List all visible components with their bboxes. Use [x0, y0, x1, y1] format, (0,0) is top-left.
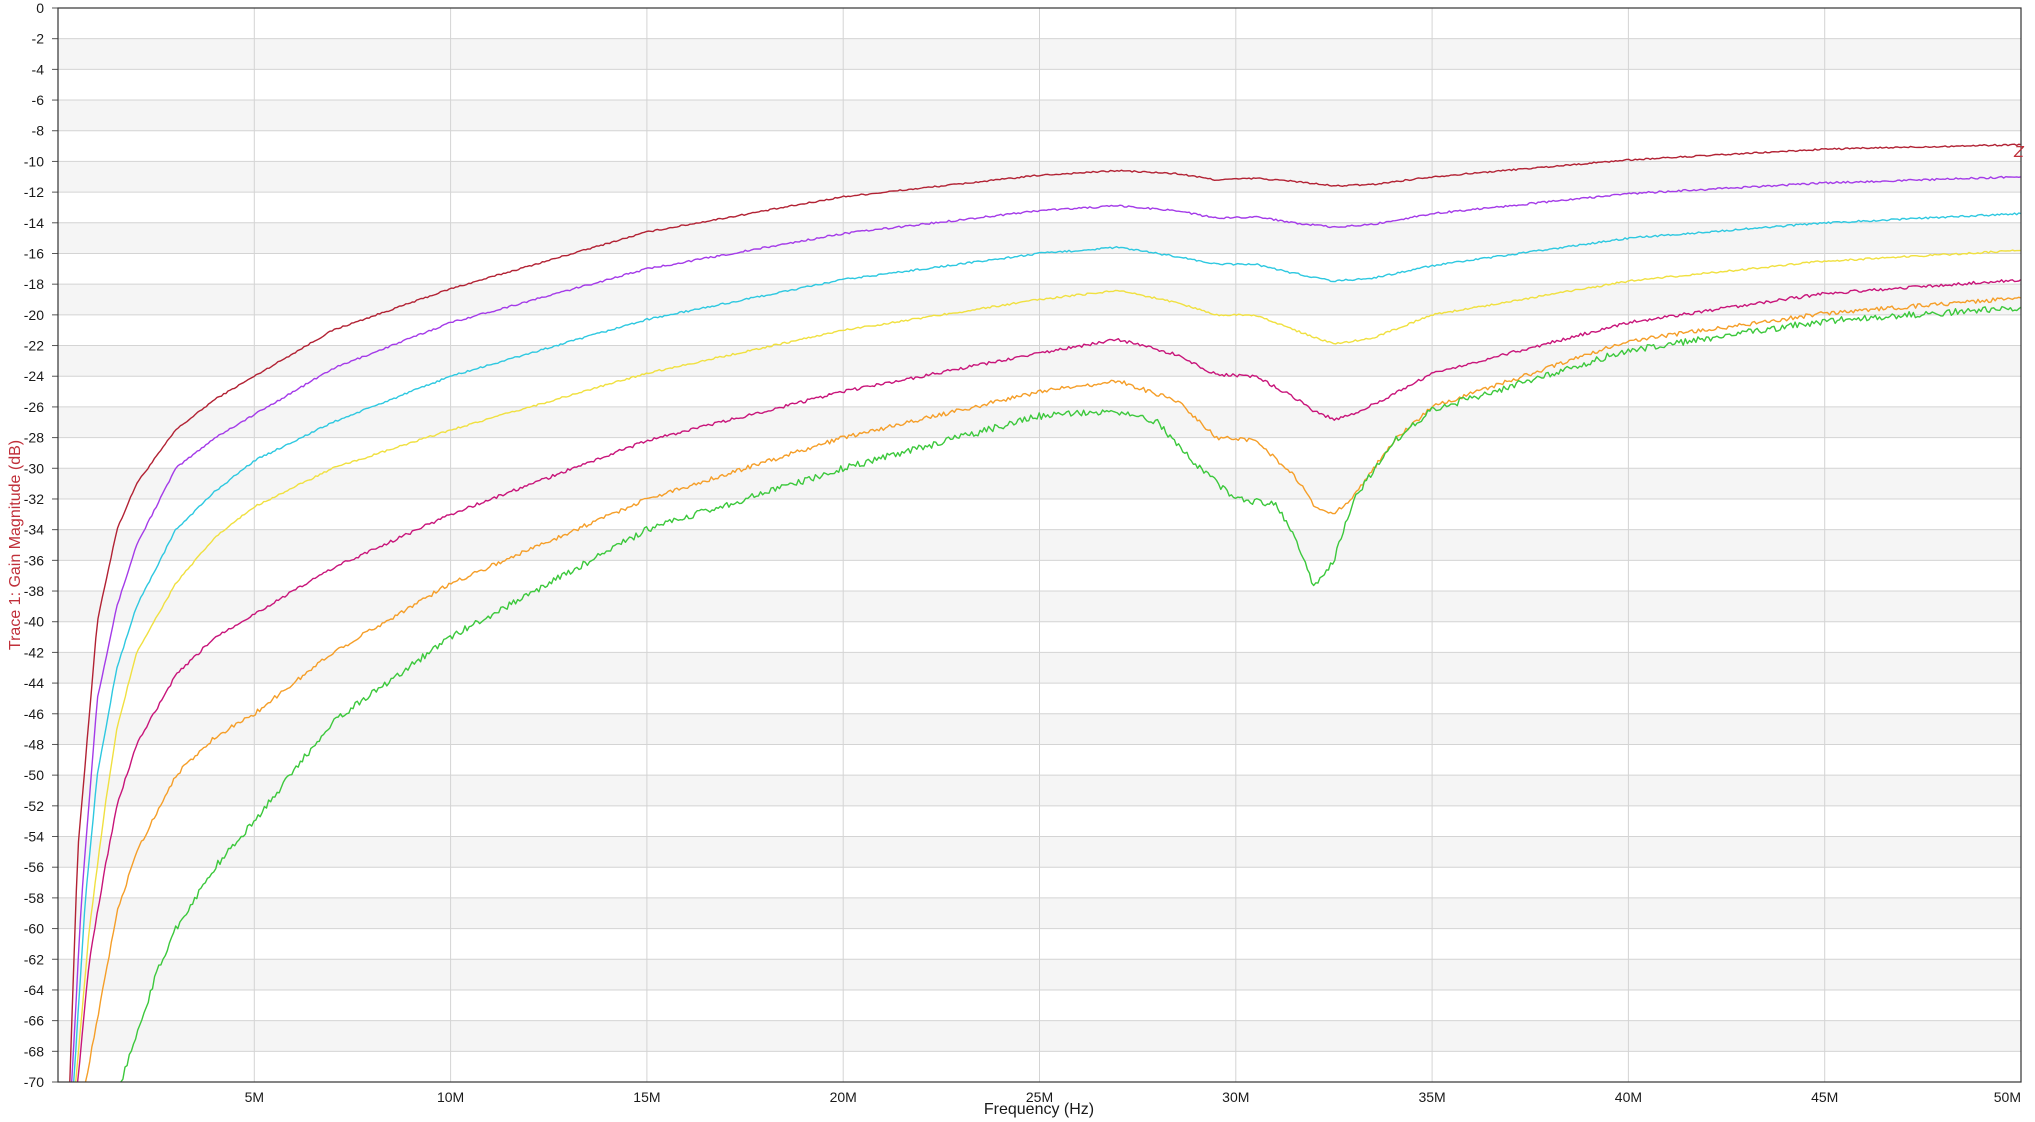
x-axis-tick-labels: 5M 10M 15M 20M 25M 30M 35M 40M 45M 50M — [245, 1089, 2021, 1105]
series-line — [120, 305, 2022, 1083]
x-tick-label: 15M — [633, 1089, 660, 1105]
y-tick-label: -20 — [24, 307, 44, 323]
y-tick-label: -12 — [24, 184, 44, 200]
x-tick-label: 25M — [1026, 1089, 1053, 1105]
x-tick-label: 10M — [437, 1089, 464, 1105]
series-line — [76, 279, 2022, 1083]
y-tick-label: -68 — [24, 1043, 44, 1059]
y-tick-label: -16 — [24, 245, 44, 261]
x-axis-title: Frequency (Hz) — [984, 1101, 1094, 1118]
y-tick-label: -34 — [24, 522, 44, 538]
y-tick-label: -8 — [32, 123, 45, 139]
x-tick-label: 20M — [830, 1089, 857, 1105]
y-tick-label: -42 — [24, 644, 44, 660]
grid-lines — [58, 7, 2022, 1083]
x-tick-label: 50M — [1994, 1089, 2021, 1105]
y-tick-label: -66 — [24, 1013, 44, 1029]
y-tick-label: -56 — [24, 859, 44, 875]
y-tick-label: -40 — [24, 614, 44, 630]
series-line — [69, 143, 2022, 1083]
y-tick-label: 0 — [36, 0, 44, 16]
y-tick-label: -2 — [32, 31, 45, 47]
x-tick-label: 45M — [1811, 1089, 1838, 1105]
plot-frame — [57, 7, 2022, 1083]
x-tick-label: 40M — [1615, 1089, 1642, 1105]
y-tick-label: -50 — [24, 767, 44, 783]
y-tick-label: -36 — [24, 552, 44, 568]
series-layer — [69, 143, 2022, 1083]
y-tick-label: -48 — [24, 736, 44, 752]
y-tick-label: -4 — [32, 61, 45, 77]
y-tick-label: -26 — [24, 399, 44, 415]
y-tick-label: -60 — [24, 921, 44, 937]
x-tick-label: 5M — [245, 1089, 264, 1105]
y-tick-label: -38 — [24, 583, 44, 599]
y-tick-label: -62 — [24, 951, 44, 967]
trace-marker-label: Z — [2013, 144, 2025, 161]
y-tick-label: -24 — [24, 368, 44, 384]
y-tick-label: -58 — [24, 890, 44, 906]
y-axis-title: Trace 1: Gain Magnitude (dB) — [7, 440, 24, 650]
series-line — [73, 212, 2022, 1083]
y-tick-label: -32 — [24, 491, 44, 507]
y-tick-label: -22 — [24, 338, 44, 354]
series-line — [75, 249, 2022, 1083]
y-axis-tick-labels: 0 -2 -4 -6 -8 -10 -12 -14 -16 -18 -20 -22 -24 -26 -28 -… — [24, 0, 58, 1090]
y-tick-label: -6 — [32, 92, 45, 108]
y-tick-label: -28 — [24, 430, 44, 446]
y-tick-label: -44 — [24, 675, 44, 691]
series-line — [71, 175, 2022, 1083]
x-tick-label: 35M — [1418, 1089, 1445, 1105]
x-tick-label: 30M — [1222, 1089, 1249, 1105]
y-tick-label: -52 — [24, 798, 44, 814]
series-line — [84, 296, 2022, 1083]
y-tick-label: -10 — [24, 153, 44, 169]
y-tick-label: -46 — [24, 706, 44, 722]
y-tick-label: -54 — [24, 829, 44, 845]
y-tick-label: -30 — [24, 460, 44, 476]
y-tick-label: -70 — [24, 1074, 44, 1090]
y-tick-label: -18 — [24, 276, 44, 292]
y-tick-label: -64 — [24, 982, 44, 998]
y-tick-label: -14 — [24, 215, 44, 231]
